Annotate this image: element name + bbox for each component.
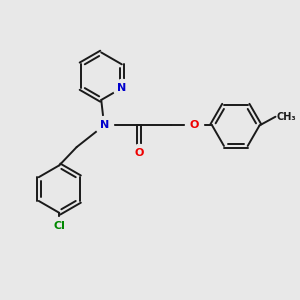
- Text: Cl: Cl: [53, 221, 65, 231]
- Text: N: N: [117, 83, 126, 93]
- Text: N: N: [100, 120, 109, 130]
- Text: O: O: [189, 120, 199, 130]
- Text: O: O: [134, 148, 144, 158]
- Text: CH₃: CH₃: [277, 112, 297, 122]
